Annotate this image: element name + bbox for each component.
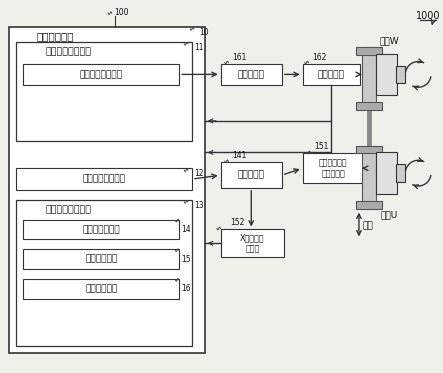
FancyBboxPatch shape: [396, 164, 405, 182]
FancyBboxPatch shape: [221, 162, 282, 188]
FancyBboxPatch shape: [16, 42, 192, 141]
Text: 主轴电动机: 主轴电动机: [318, 70, 345, 79]
Text: 工件轴指令生成部: 工件轴指令生成部: [80, 70, 123, 79]
FancyBboxPatch shape: [9, 27, 205, 353]
FancyBboxPatch shape: [376, 54, 397, 95]
Text: 振动: 振动: [363, 221, 373, 230]
Text: 移动轴指令生成部: 移动轴指令生成部: [46, 205, 92, 214]
Text: 工具U: 工具U: [381, 211, 398, 220]
Text: 主轴放大器: 主轴放大器: [238, 70, 265, 79]
Text: 调整量指令部: 调整量指令部: [85, 284, 117, 293]
Text: 14: 14: [181, 225, 191, 234]
FancyBboxPatch shape: [356, 102, 382, 110]
Text: 100: 100: [115, 8, 129, 17]
FancyBboxPatch shape: [16, 200, 192, 346]
FancyBboxPatch shape: [396, 66, 405, 83]
Text: 161: 161: [233, 53, 247, 62]
Text: 工件W: 工件W: [380, 37, 400, 46]
FancyBboxPatch shape: [362, 47, 376, 108]
Text: 多边形加工控制部: 多边形加工控制部: [46, 47, 92, 56]
FancyBboxPatch shape: [376, 153, 397, 194]
FancyBboxPatch shape: [221, 229, 284, 257]
FancyBboxPatch shape: [303, 153, 364, 183]
Text: 13: 13: [194, 201, 204, 210]
Text: 16: 16: [181, 284, 191, 293]
Text: 151: 151: [315, 142, 329, 151]
Text: 162: 162: [312, 53, 327, 62]
FancyBboxPatch shape: [23, 249, 179, 269]
Text: 工具轴指令生成部: 工具轴指令生成部: [82, 175, 126, 184]
Text: 11: 11: [194, 43, 203, 52]
Text: 数值控制装置: 数值控制装置: [37, 31, 74, 41]
FancyBboxPatch shape: [23, 63, 179, 85]
FancyBboxPatch shape: [23, 279, 179, 299]
FancyBboxPatch shape: [356, 47, 382, 54]
Text: 伺服放大器: 伺服放大器: [238, 170, 265, 180]
Text: 10: 10: [199, 28, 209, 37]
Text: 1000: 1000: [416, 11, 440, 21]
Text: 调整量生成部: 调整量生成部: [85, 255, 117, 264]
Text: 152: 152: [230, 219, 245, 228]
Text: 12: 12: [194, 169, 203, 178]
Text: X轴用伺服
电动机: X轴用伺服 电动机: [240, 233, 264, 253]
Text: 工具轴旋转用
伺服电动机: 工具轴旋转用 伺服电动机: [319, 159, 347, 178]
FancyBboxPatch shape: [23, 220, 179, 239]
FancyBboxPatch shape: [362, 145, 376, 207]
FancyBboxPatch shape: [16, 168, 192, 190]
Text: 位置偏移取得部: 位置偏移取得部: [82, 225, 120, 234]
FancyBboxPatch shape: [356, 145, 382, 153]
FancyBboxPatch shape: [356, 201, 382, 209]
FancyBboxPatch shape: [221, 63, 282, 85]
FancyBboxPatch shape: [303, 63, 360, 85]
Text: 141: 141: [233, 151, 247, 160]
Text: 15: 15: [181, 255, 191, 264]
